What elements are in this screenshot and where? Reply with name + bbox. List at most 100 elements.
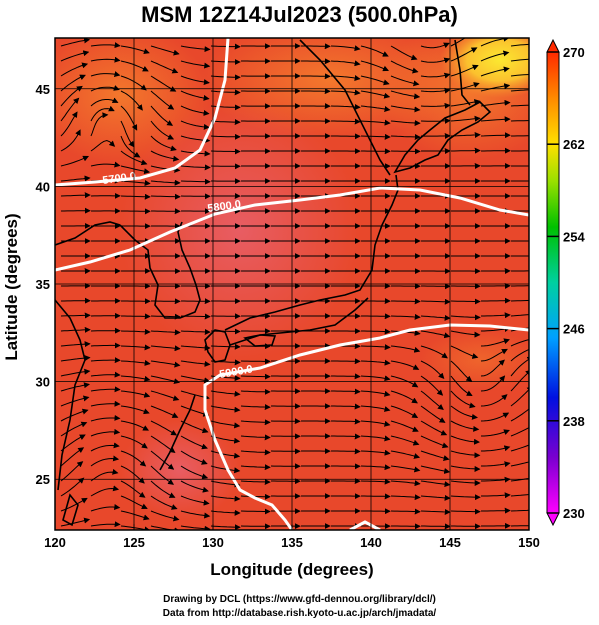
- streamline: [420, 375, 444, 396]
- streamline: [210, 133, 241, 140]
- y-axis-label: Latitude (degrees): [2, 213, 21, 361]
- contour-5700: [55, 38, 230, 187]
- streamline: [420, 450, 450, 461]
- contour-label-5800: 5800.0: [207, 198, 242, 215]
- streamline: [210, 509, 241, 516]
- streamline: [180, 450, 208, 465]
- streamline: [390, 75, 420, 87]
- colorbar-ticks: 270 262 254 246 238 230: [547, 45, 585, 521]
- streamline: [480, 50, 510, 62]
- streamline: [510, 494, 529, 497]
- streamline: [90, 455, 120, 467]
- x-tick-label: 150: [518, 535, 540, 550]
- streamline: [180, 495, 210, 506]
- streamline: [180, 75, 210, 86]
- streamline: [60, 129, 81, 152]
- streamline: [510, 348, 529, 362]
- streamline: [120, 375, 151, 382]
- streamline: [510, 58, 529, 62]
- streamline: [421, 523, 451, 530]
- streamline: [120, 150, 148, 166]
- streamline: [240, 464, 271, 471]
- x-tick-labels: 120 125 130 135 140 145 150: [44, 535, 540, 550]
- streamline: [210, 119, 241, 126]
- streamline: [480, 394, 508, 407]
- streamline: [420, 405, 446, 423]
- streamline: [180, 105, 210, 116]
- map-title: MSM 12Z14Jul2023 (500.0hPa): [141, 2, 458, 27]
- streamline: [180, 120, 210, 130]
- streamline: [120, 90, 143, 111]
- streamline: [60, 50, 90, 62]
- streamline: [450, 465, 481, 472]
- colorbar-tick-label: 246: [563, 322, 585, 337]
- streamline: [180, 328, 211, 335]
- streamline: [180, 435, 208, 450]
- x-tick-label: 125: [123, 535, 145, 550]
- streamline: [390, 405, 419, 418]
- pink-area-south: [120, 420, 240, 520]
- streamline: [150, 329, 181, 336]
- streamline: [450, 508, 481, 515]
- streamline: [150, 105, 174, 126]
- streamline: [420, 480, 451, 488]
- streamline: [90, 342, 121, 349]
- streamline: [390, 120, 421, 127]
- streamline: [240, 449, 271, 456]
- streamline: [390, 313, 421, 320]
- streamline: [120, 435, 148, 449]
- streamline: [90, 428, 121, 437]
- streamline: [240, 434, 271, 441]
- streamline: [60, 312, 91, 319]
- streamline: [360, 45, 389, 57]
- streamline: [90, 485, 120, 497]
- streamline: [510, 461, 529, 467]
- streamline: [390, 90, 421, 100]
- streamline: [420, 435, 449, 449]
- streamline: [480, 99, 511, 107]
- streamline: [90, 97, 119, 107]
- streamline: [60, 408, 89, 422]
- streamline: [120, 328, 151, 335]
- streamline: [150, 313, 181, 320]
- streamline: [150, 120, 175, 140]
- streamline: [90, 442, 120, 452]
- streamline: [60, 368, 91, 377]
- streamline: [331, 433, 361, 440]
- streamline: [450, 115, 481, 122]
- streamline: [240, 419, 271, 426]
- streamline: [420, 465, 451, 474]
- streamline: [180, 164, 211, 171]
- taiwan-coast: [62, 493, 79, 527]
- colorbar-scale: [546, 51, 560, 514]
- streamline: [481, 445, 511, 452]
- streamline: [210, 148, 241, 155]
- streamline: [450, 330, 481, 338]
- streamline: [60, 38, 91, 47]
- streamline: [390, 508, 421, 515]
- streamline: [120, 180, 151, 187]
- streamline: [150, 465, 175, 485]
- streamline: [481, 312, 511, 319]
- streamline: [390, 450, 421, 459]
- streamline: [120, 510, 150, 521]
- streamline: [330, 103, 361, 110]
- streamline: [420, 298, 451, 305]
- streamline: [330, 45, 361, 52]
- y-tick-label: 35: [36, 277, 50, 292]
- credit-drawing: Drawing by DCL (https://www.gfd-dennou.o…: [163, 594, 436, 605]
- streamline: [360, 133, 391, 140]
- streamline: [150, 495, 178, 510]
- streamline: [180, 60, 211, 69]
- streamline: [450, 405, 478, 420]
- colorbar-tick-label: 254: [563, 229, 585, 244]
- streamline: [481, 507, 511, 514]
- colorbar-tick-label: 270: [563, 45, 585, 60]
- streamline: [60, 421, 88, 437]
- streamline: [120, 465, 145, 484]
- streamline: [360, 375, 391, 382]
- russia-coast: [299, 39, 391, 176]
- streamline: [450, 99, 481, 107]
- streamline: [480, 116, 511, 123]
